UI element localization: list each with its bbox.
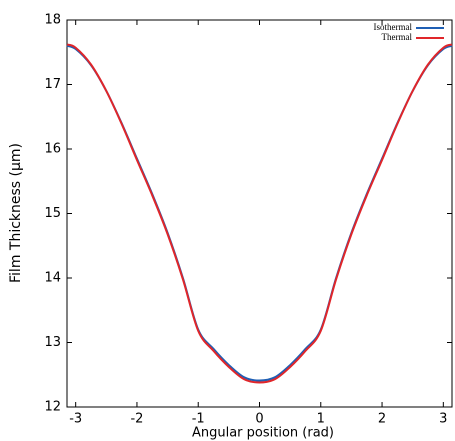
y-tick-label: 12 [44, 400, 61, 415]
legend-label: Isothermal [374, 22, 413, 32]
plot-frame [66, 19, 453, 408]
legend-label: Thermal [382, 32, 413, 42]
x-axis-label: Angular position (rad) [192, 426, 334, 441]
y-axis-label: Film Thickness (μm) [8, 143, 24, 283]
y-tick-label: 16 [44, 142, 61, 157]
line-series [66, 43, 453, 384]
y-tick-label: 15 [44, 206, 61, 221]
y-tick-label: 18 [44, 13, 61, 28]
x-tick-label: 0 [255, 412, 263, 427]
x-tick-label: -1 [192, 412, 205, 427]
x-tick-label: 2 [378, 412, 386, 427]
x-tick-label: 3 [439, 412, 447, 427]
y-tick-label: 17 [44, 77, 61, 92]
y-tick-label: 14 [44, 271, 61, 286]
x-tick-label: -2 [130, 412, 143, 427]
x-tick-label: -3 [69, 412, 82, 427]
line-series [66, 44, 453, 382]
y-tick-label: 13 [44, 335, 61, 350]
x-tick-label: 1 [317, 412, 325, 427]
